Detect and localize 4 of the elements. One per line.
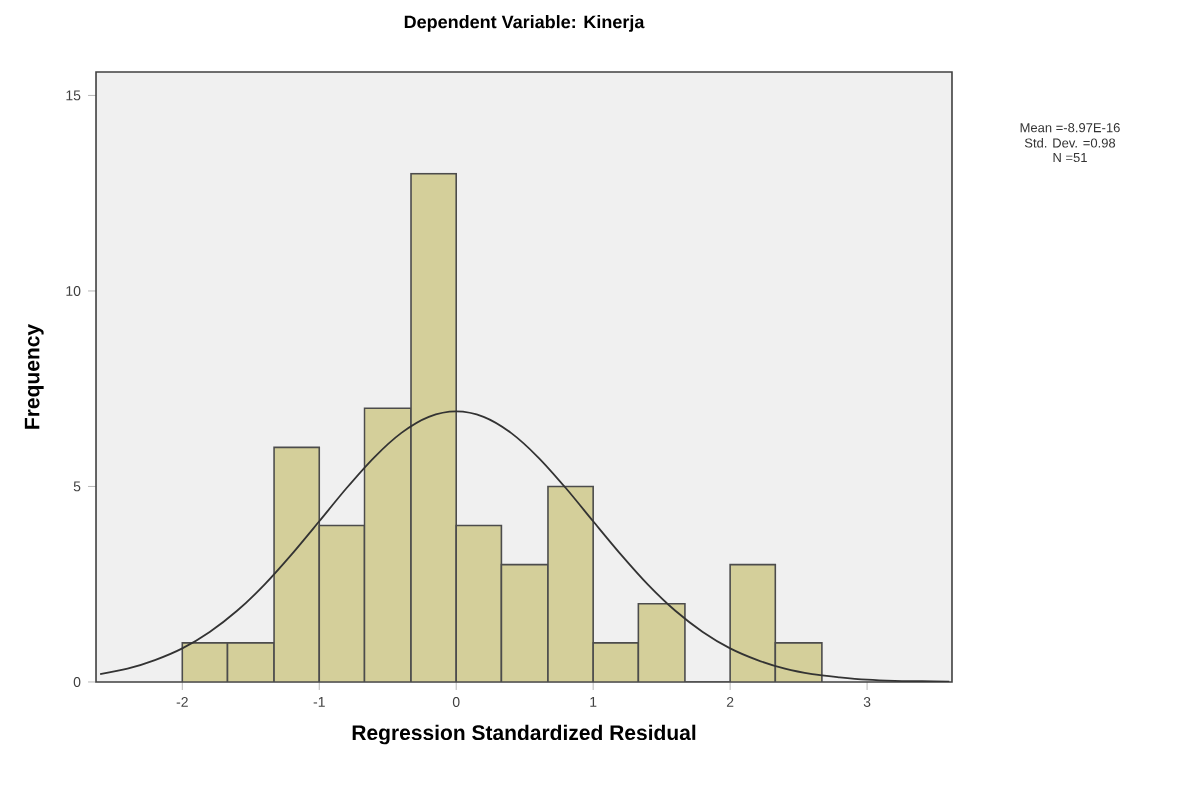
x-axis-title: Regression Standardized Residual <box>352 724 696 745</box>
line-series <box>99 410 951 682</box>
chart-title: Dependent Variable: Kinerja <box>404 15 645 32</box>
y-axis-title: Frequency <box>24 324 44 429</box>
